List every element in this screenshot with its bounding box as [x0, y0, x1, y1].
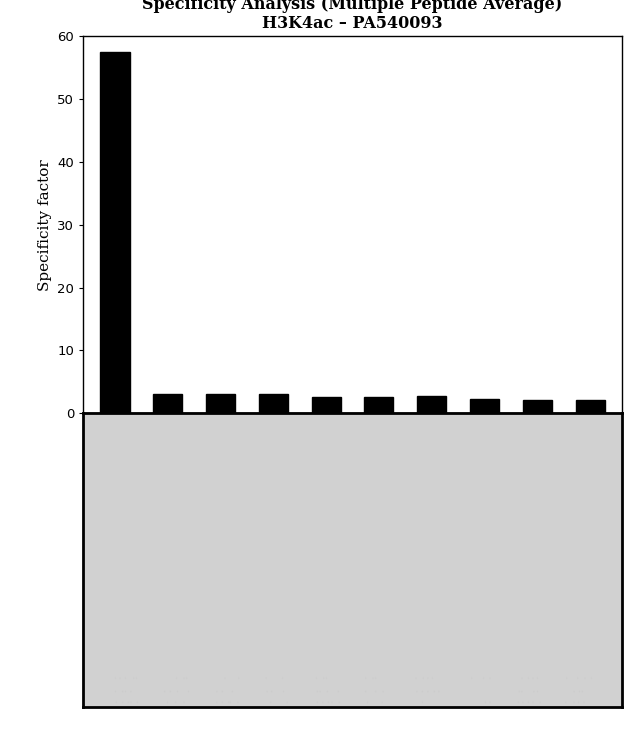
- Bar: [153, 394, 182, 413]
- Bar: [312, 397, 340, 413]
- Bar: [576, 400, 604, 413]
- Bar: [259, 394, 288, 413]
- Bar: [365, 397, 394, 413]
- Bar: [417, 396, 446, 413]
- X-axis label: Modification: Modification: [304, 505, 401, 519]
- Y-axis label: Specificity factor: Specificity factor: [38, 159, 52, 291]
- Bar: [470, 399, 499, 413]
- Bar: [206, 394, 235, 413]
- Bar: [101, 52, 129, 413]
- Title: Specificity Analysis (Multiple Peptide Average)
H3K4ac – PA540093: Specificity Analysis (Multiple Peptide A…: [142, 0, 563, 32]
- Bar: [523, 400, 552, 413]
